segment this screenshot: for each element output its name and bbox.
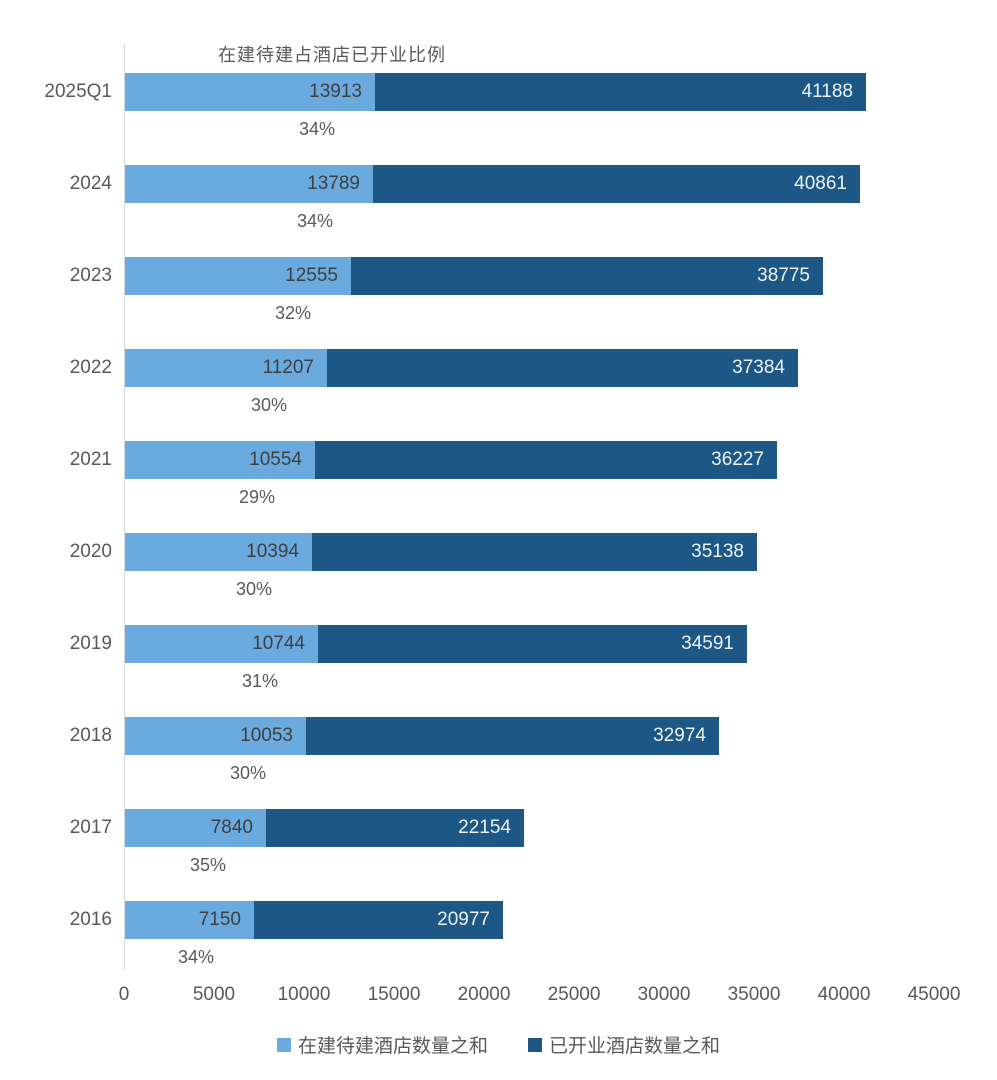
y-axis-label: 2023 [69,265,112,286]
pipeline-value-label: 7840 [210,817,253,838]
bar-segment-opened: 41188 [375,73,866,111]
pipeline-value-label: 10053 [240,725,293,746]
ratio-label: 32% [274,303,311,323]
y-axis-label: 2016 [69,909,112,930]
bar-segment-opened: 38775 [351,257,823,295]
x-axis-tick-label: 15000 [367,984,421,1005]
y-axis-label: 2018 [69,725,112,746]
bar-row: 13913 41188 [125,73,866,111]
opened-value-label: 36227 [711,449,764,470]
bar-segment-pipeline: 10554 [125,441,315,479]
bar-row: 11207 37384 [125,349,798,387]
ratio-label: 34% [177,947,214,967]
bar-segment-pipeline: 10394 [125,533,312,571]
y-axis-line [124,44,125,970]
bar-segment-pipeline: 11207 [125,349,327,387]
bar-row: 13789 40861 [125,165,860,203]
bar-segment-opened: 40861 [373,165,860,203]
opened-value-label: 20977 [437,909,490,930]
pipeline-value-label: 13913 [309,81,362,102]
pipeline-value-label: 13789 [307,173,360,194]
bar-segment-pipeline: 10053 [125,717,306,755]
ratio-label: 29% [238,487,275,507]
x-axis-tick-label: 25000 [547,984,601,1005]
opened-value-label: 34591 [681,633,734,654]
bar-segment-opened: 20977 [254,901,503,939]
legend-swatch-opened-icon [528,1037,542,1052]
x-axis-tick-label: 35000 [727,984,781,1005]
bar-row: 7840 22154 [125,809,524,847]
x-axis-tick-label: 20000 [457,984,511,1005]
legend: 在建待建酒店数量之和 已开业酒店数量之和 [0,1031,997,1058]
x-axis-tick-label: 5000 [192,984,236,1005]
legend-label-opened: 已开业酒店数量之和 [549,1036,721,1057]
x-axis-tick-label: 30000 [637,984,691,1005]
pipeline-value-label: 11207 [262,357,314,378]
opened-value-label: 22154 [458,817,511,838]
pipeline-value-label: 10744 [252,633,305,654]
bar-segment-opened: 34591 [318,625,747,663]
ratio-label: 30% [250,395,287,415]
pipeline-value-label: 7150 [198,909,241,930]
bar-segment-opened: 22154 [266,809,524,847]
x-axis-tick-label: 10000 [277,984,331,1005]
pipeline-value-label: 12555 [285,265,338,286]
ratio-label: 30% [235,579,272,599]
bar-segment-pipeline: 7150 [125,901,254,939]
opened-value-label: 38775 [757,265,810,286]
y-axis-label: 2024 [69,173,112,194]
ratio-label: 34% [298,119,335,139]
chart-title: 在建待建占酒店已开业比例 [218,45,446,65]
ratio-label: 30% [229,763,266,783]
bar-row: 10744 34591 [125,625,747,663]
bar-segment-opened: 35138 [312,533,757,571]
opened-value-label: 35138 [691,541,744,562]
bar-row: 10394 35138 [125,533,757,571]
bar-segment-opened: 37384 [327,349,798,387]
opened-value-label: 32974 [653,725,706,746]
y-axis-label: 2017 [69,817,112,838]
x-axis-tick-label: 40000 [817,984,871,1005]
legend-item-opened[interactable]: 已开业酒店数量之和 [528,1031,720,1058]
bar-row: 7150 20977 [125,901,503,939]
x-axis-tick-label: 45000 [907,984,961,1005]
legend-item-pipeline[interactable]: 在建待建酒店数量之和 [276,1031,488,1058]
ratio-label: 35% [189,855,226,875]
bar-row: 12555 38775 [125,257,823,295]
opened-value-label: 41188 [801,81,853,102]
y-axis-label: 2022 [69,357,112,378]
bar-segment-pipeline: 7840 [125,809,266,847]
bar-segment-pipeline: 13913 [125,73,375,111]
bar-segment-pipeline: 10744 [125,625,318,663]
pipeline-value-label: 10554 [249,449,302,470]
legend-swatch-pipeline-icon [276,1037,291,1052]
bar-row: 10053 32974 [125,717,719,755]
bar-segment-opened: 36227 [315,441,777,479]
legend-label-pipeline: 在建待建酒店数量之和 [297,1036,488,1057]
y-axis-label: 2019 [69,633,112,654]
opened-value-label: 40861 [794,173,847,194]
ratio-label: 34% [296,211,333,231]
bar-row: 10554 36227 [125,441,777,479]
bar-segment-pipeline: 12555 [125,257,351,295]
bar-segment-pipeline: 13789 [125,165,373,203]
y-axis-label: 2021 [69,449,112,470]
y-axis-label: 2020 [69,541,112,562]
x-axis-tick-label: 0 [118,984,130,1005]
ratio-label: 31% [241,671,278,691]
y-axis-label: 2025Q1 [44,81,112,102]
pipeline-value-label: 10394 [246,541,299,562]
bar-segment-opened: 32974 [306,717,719,755]
opened-value-label: 37384 [732,357,785,378]
